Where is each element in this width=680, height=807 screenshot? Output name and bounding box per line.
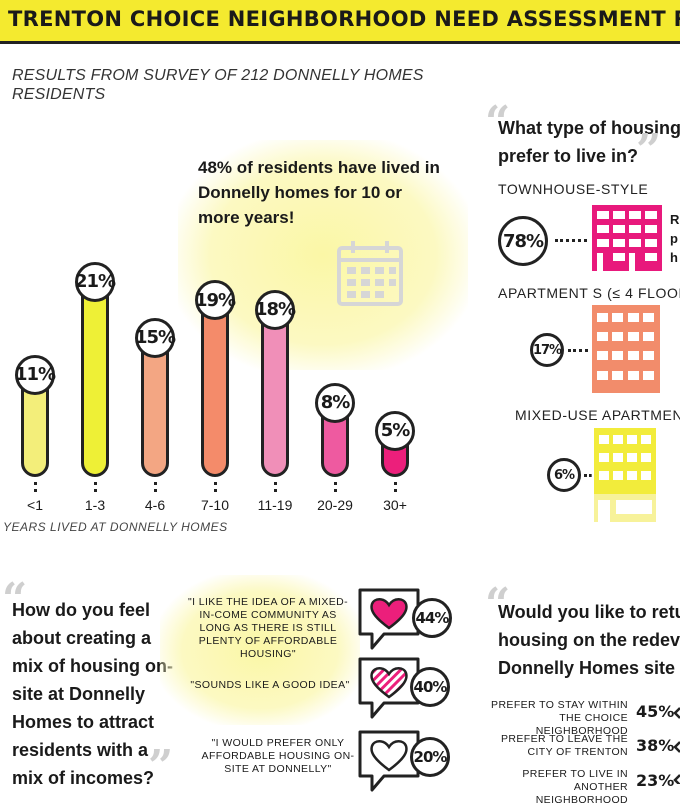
bar-4 [201,300,229,477]
x-tick-label: 11-19 [257,497,293,513]
bar-value-label: 5% [375,410,415,451]
open-quote-mark: “ [2,574,28,625]
mixed-use-label: MIXED-USE APARTMENT [515,407,680,423]
tick-connector [334,482,339,492]
return-option-2-pct: 38% [636,736,675,755]
bar-5 [261,309,289,477]
return-question: Would you like to retu housing on the re… [498,602,680,678]
bar-value-label: 11% [15,354,56,395]
page-title: TRENTON CHOICE NEIGHBORHOOD NEED ASSESSM… [8,7,680,31]
return-option-2-label: PREFER TO LEAVE THE CITY OF TRENTON [500,733,628,758]
response-3-pct: 20% [410,737,450,777]
bar-3 [141,337,169,477]
response-1-pct: 44% [412,598,452,638]
bar-value-label: 15% [135,317,176,358]
bar-2 [81,281,109,477]
apartment-label: APARTMENT S (≤ 4 FLOORS [498,285,680,301]
dotted-connector [555,239,587,242]
chat-bubble-icon [358,657,420,719]
dotted-connector [584,474,592,477]
x-tick-label: 4-6 [144,497,166,513]
return-option-1-label: PREFER TO STAY WITHIN THE CHOICE NEIGHBO… [491,699,628,737]
tick-connector [274,482,279,492]
return-option-1-pct: 45% [636,702,675,721]
x-tick-label: 30+ [383,497,407,513]
tick-connector [394,482,399,492]
header-band: TRENTON CHOICE NEIGHBORHOOD NEED ASSESSM… [0,0,680,44]
heart-icon [370,740,408,772]
response-2-text: "SOUNDS LIKE A GOOD IDEA" [190,679,350,691]
close-quote-mark: ” [148,741,174,792]
x-tick-label: <1 [27,497,43,513]
response-2-pct: 40% [410,667,450,707]
close-quote-mark: ” [636,125,662,176]
tenure-callout: 48% of residents have lived in Donnelly … [198,158,440,227]
housing-type-question: What type of housing prefer to live in? [498,118,680,166]
townhouse-note: R p h [670,212,680,265]
x-tick-label: 7-10 [200,497,230,513]
x-axis-label: YEARS LIVED AT DONNELLY HOMES [3,520,228,534]
tick-connector [94,482,99,492]
tick-connector [34,482,39,492]
tick-connector [154,482,159,492]
response-3-text: "I WOULD PREFER ONLY AFFORDABLE HOUSING … [201,737,355,775]
open-quote-mark: “ [485,579,511,630]
bar-value-label: 18% [255,289,296,330]
responses-highlight [160,575,360,725]
mixed-income-question: How do you feel about creating a mix of … [12,600,173,788]
return-option-3-label: PREFER TO LIVE IN ANOTHER NEIGHBORHOOD [522,768,628,806]
townhouse-building-icon [592,205,662,271]
response-1-text: "I LIKE THE IDEA OF A MIXED-IN-COME COMM… [187,596,349,660]
x-tick-label: 1-3 [84,497,106,513]
heart-icon [370,598,408,630]
bar-value-label: 19% [195,280,236,321]
open-quote-mark: “ [485,97,511,148]
mixed-use-building-icon [594,428,656,522]
dotted-connector [568,349,588,352]
apartment-building-icon [592,305,660,393]
calendar-icon [337,241,403,306]
survey-subtitle: RESULTS FROM SURVEY OF 212 DONNELLY HOME… [12,67,424,103]
bar-value-label: 21% [75,261,116,302]
chevron-left-icons [673,707,680,784]
x-tick-label: 20-29 [317,497,353,513]
townhouse-pct: 78% [498,216,548,266]
heart-icon [370,667,408,699]
apartment-pct: 17% [530,333,564,367]
mixed-use-pct: 6% [547,458,581,492]
townhouse-label: TOWNHOUSE-STYLE [498,181,649,197]
chat-bubble-icon [358,588,420,650]
return-option-3-pct: 23% [636,771,675,790]
tick-connector [214,482,219,492]
bar-value-label: 8% [315,382,355,423]
